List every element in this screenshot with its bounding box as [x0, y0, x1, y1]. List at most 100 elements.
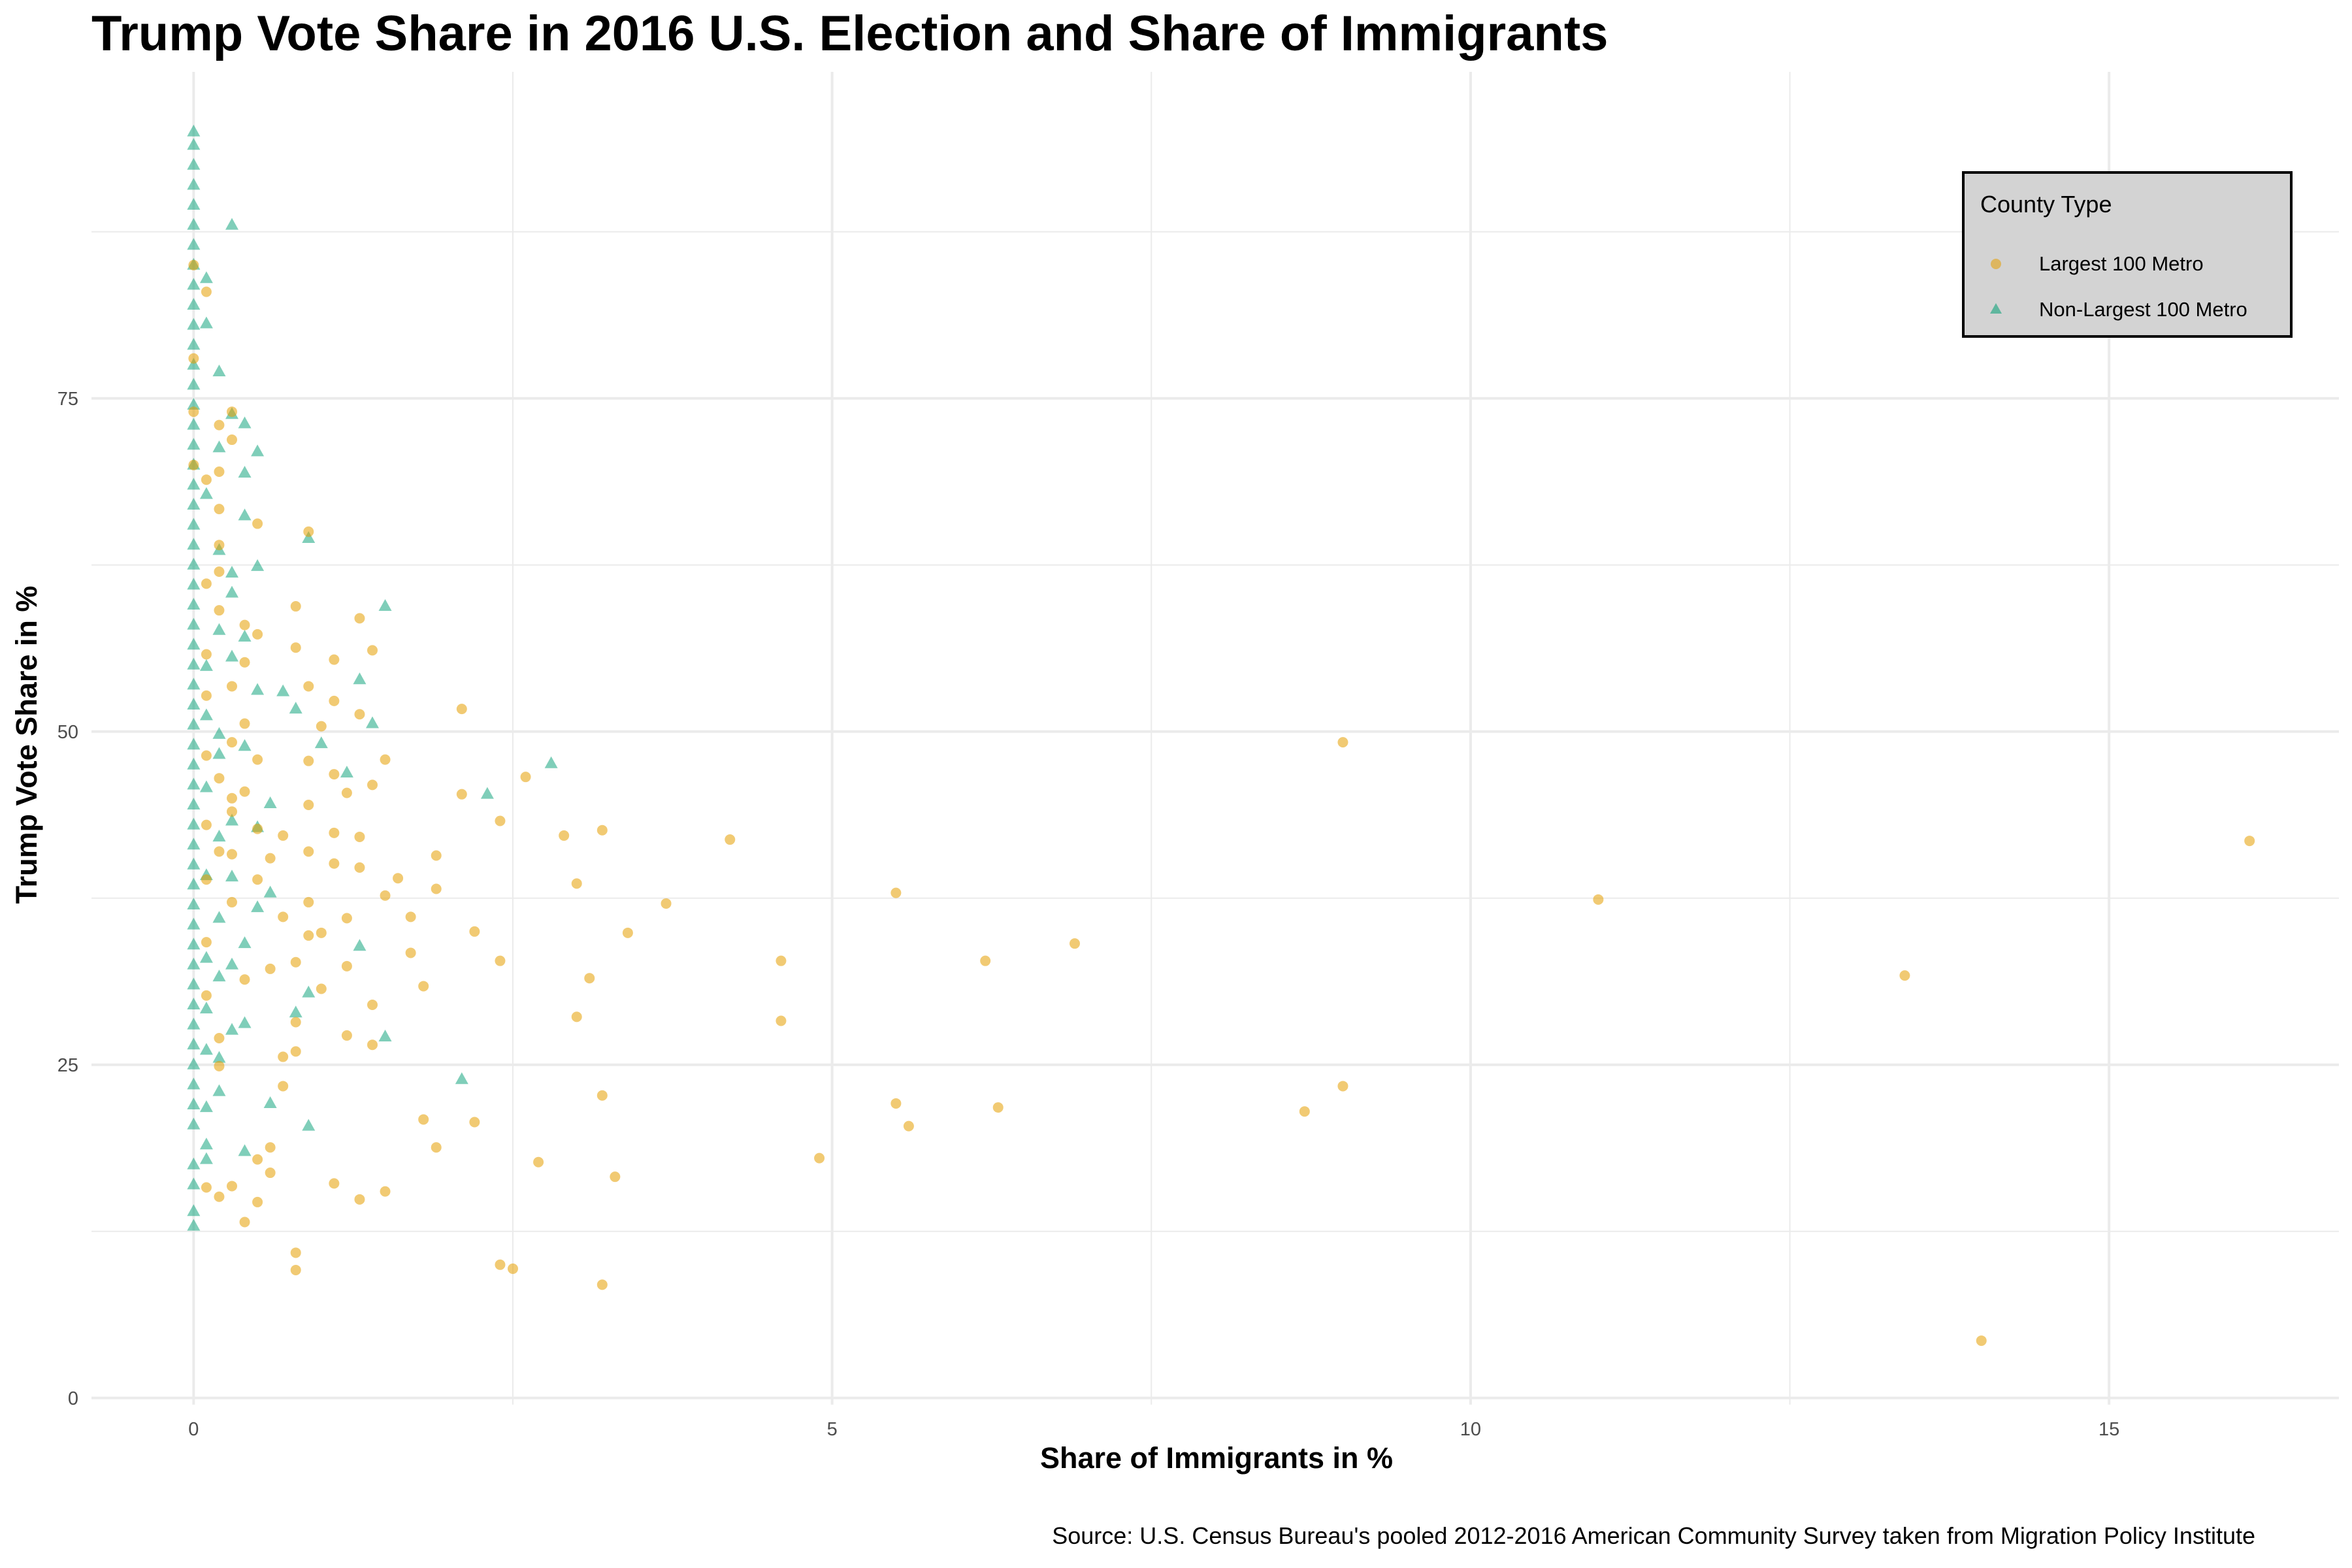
data-point-non-largest-100-metro: [212, 440, 226, 453]
data-point-non-largest-100-metro: [187, 698, 201, 710]
data-point-largest-100-metro: [214, 1191, 225, 1202]
data-point-largest-100-metro: [776, 955, 787, 966]
data-point-non-largest-100-metro: [187, 917, 201, 930]
data-point-non-largest-100-metro: [187, 178, 201, 190]
data-point-non-largest-100-metro: [187, 398, 201, 410]
legend-label: Non-Largest 100 Metro: [2039, 298, 2247, 321]
data-point-largest-100-metro: [508, 1263, 518, 1274]
x-tick-label: 5: [827, 1419, 838, 1440]
data-point-largest-100-metro: [303, 681, 314, 692]
data-point-largest-100-metro: [227, 681, 237, 692]
data-point-non-largest-100-metro: [353, 672, 367, 685]
data-point-largest-100-metro: [188, 459, 199, 470]
data-point-non-largest-100-metro: [187, 798, 201, 809]
data-point-non-largest-100-metro: [199, 1152, 213, 1164]
data-point-largest-100-metro: [469, 1117, 480, 1128]
data-point-largest-100-metro: [341, 787, 352, 798]
data-point-largest-100-metro: [239, 657, 250, 668]
data-point-largest-100-metro: [227, 1181, 237, 1192]
data-point-largest-100-metro: [188, 259, 199, 270]
y-tick-label: 75: [57, 389, 78, 410]
data-point-largest-100-metro: [456, 789, 467, 800]
data-point-largest-100-metro: [239, 974, 250, 985]
legend-key-triangle-icon: [1990, 303, 2002, 314]
data-point-largest-100-metro: [571, 878, 582, 889]
x-tick-label: 0: [188, 1419, 199, 1440]
axis-tick-labels: 0 5 10 15 0 25 50 75: [57, 389, 2120, 1440]
data-point-non-largest-100-metro: [187, 838, 201, 850]
data-point-largest-100-metro: [290, 601, 301, 612]
data-point-non-largest-100-metro: [225, 813, 238, 826]
data-point-non-largest-100-metro: [187, 598, 201, 610]
data-point-largest-100-metro: [278, 830, 289, 841]
data-point-non-largest-100-metro: [187, 717, 201, 730]
data-point-non-largest-100-metro: [187, 1204, 201, 1217]
data-point-largest-100-metro: [303, 526, 314, 537]
data-point-non-largest-100-metro: [187, 338, 201, 350]
data-point-non-largest-100-metro: [225, 585, 238, 598]
data-point-largest-100-metro: [418, 981, 429, 992]
data-point-largest-100-metro: [214, 466, 225, 477]
data-point-largest-100-metro: [559, 830, 570, 841]
data-point-largest-100-metro: [303, 846, 314, 857]
data-point-non-largest-100-metro: [314, 736, 328, 749]
data-point-non-largest-100-metro: [199, 316, 213, 329]
data-point-non-largest-100-metro: [187, 357, 201, 370]
data-point-non-largest-100-metro: [251, 444, 265, 457]
data-point-non-largest-100-metro: [187, 998, 201, 1009]
data-point-largest-100-metro: [1337, 737, 1348, 748]
data-point-non-largest-100-metro: [187, 278, 201, 290]
data-point-non-largest-100-metro: [187, 538, 201, 550]
data-point-largest-100-metro: [252, 1154, 263, 1165]
data-point-non-largest-100-metro: [187, 1157, 201, 1169]
data-point-largest-100-metro: [201, 649, 212, 660]
data-point-largest-100-metro: [495, 1259, 506, 1270]
data-point-largest-100-metro: [367, 779, 378, 791]
data-point-largest-100-metro: [188, 406, 199, 417]
data-point-largest-100-metro: [227, 806, 237, 817]
data-point-largest-100-metro: [571, 1011, 582, 1022]
data-point-non-largest-100-metro: [187, 777, 201, 790]
data-point-largest-100-metro: [367, 1039, 378, 1051]
data-point-non-largest-100-metro: [187, 557, 201, 570]
data-point-largest-100-metro: [341, 913, 352, 924]
data-point-largest-100-metro: [188, 353, 199, 364]
data-point-non-largest-100-metro: [187, 957, 201, 970]
data-point-largest-100-metro: [214, 1033, 225, 1043]
data-point-non-largest-100-metro: [187, 517, 201, 530]
data-point-largest-100-metro: [367, 645, 378, 656]
data-point-non-largest-100-metro: [366, 716, 379, 728]
data-point-largest-100-metro: [214, 566, 225, 577]
y-axis-title: Trump Vote Share in %: [10, 586, 43, 904]
data-point-largest-100-metro: [431, 1142, 442, 1153]
data-point-largest-100-metro: [520, 772, 531, 783]
data-point-largest-100-metro: [265, 853, 276, 864]
data-point-non-largest-100-metro: [187, 638, 201, 650]
data-point-non-largest-100-metro: [251, 559, 265, 571]
series-largest-100-metro: [188, 259, 2255, 1347]
legend-key-circle-icon: [1991, 259, 2001, 269]
data-point-non-largest-100-metro: [187, 1077, 201, 1090]
data-point-largest-100-metro: [316, 983, 327, 994]
data-point-largest-100-metro: [533, 1156, 544, 1168]
data-point-non-largest-100-metro: [225, 957, 238, 970]
data-point-largest-100-metro: [469, 926, 480, 937]
legend: County Type Largest 100 Metro Non-Larges…: [1962, 171, 2293, 338]
data-point-non-largest-100-metro: [199, 271, 213, 284]
data-point-non-largest-100-metro: [187, 298, 201, 310]
data-point-non-largest-100-metro: [238, 508, 252, 521]
data-point-largest-100-metro: [418, 1114, 429, 1125]
data-point-largest-100-metro: [1070, 938, 1080, 949]
data-point-largest-100-metro: [329, 858, 340, 869]
data-point-non-largest-100-metro: [187, 898, 201, 909]
data-point-largest-100-metro: [405, 947, 416, 958]
data-point-largest-100-metro: [354, 831, 365, 842]
y-tick-label: 25: [57, 1055, 78, 1076]
data-point-largest-100-metro: [992, 1102, 1004, 1113]
data-point-largest-100-metro: [201, 286, 212, 297]
data-point-largest-100-metro: [610, 1171, 621, 1183]
data-point-largest-100-metro: [1899, 970, 1910, 981]
data-point-largest-100-metro: [367, 1000, 378, 1010]
data-point-largest-100-metro: [201, 690, 212, 701]
source-caption: Source: U.S. Census Bureau's pooled 2012…: [1052, 1522, 2255, 1549]
